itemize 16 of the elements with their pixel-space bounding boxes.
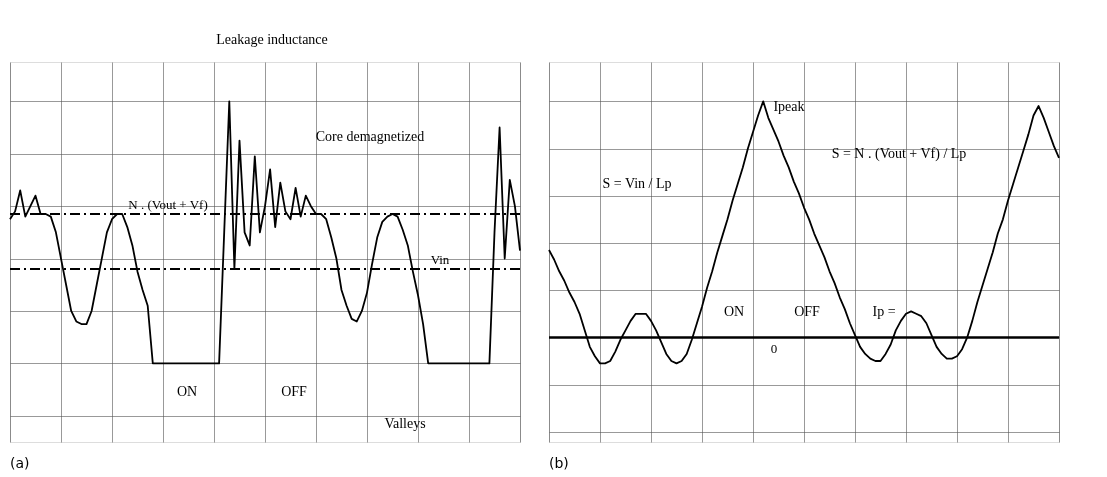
text: Leakage inductance: [216, 32, 328, 47]
annotation: Core demagnetized: [315, 129, 425, 144]
ref-line-label: Vin: [430, 252, 450, 268]
text: Valleys: [384, 416, 426, 431]
annotation: OFF: [794, 304, 821, 319]
text: OFF: [281, 384, 308, 399]
annotation: ON: [723, 304, 745, 319]
ref-line-label: N . (Vout + Vf): [128, 197, 208, 212]
annotation: S = Vin / Lp: [602, 176, 672, 191]
text: (a): [10, 455, 30, 471]
text: (b): [549, 455, 569, 471]
annotation: Ipeak: [773, 99, 805, 114]
annotation: Ip =: [872, 304, 896, 319]
annotation: S = N . (Vout + Vf) / Lp: [831, 146, 967, 162]
ref-line-label: 0: [770, 341, 778, 357]
text: ON: [176, 384, 198, 399]
